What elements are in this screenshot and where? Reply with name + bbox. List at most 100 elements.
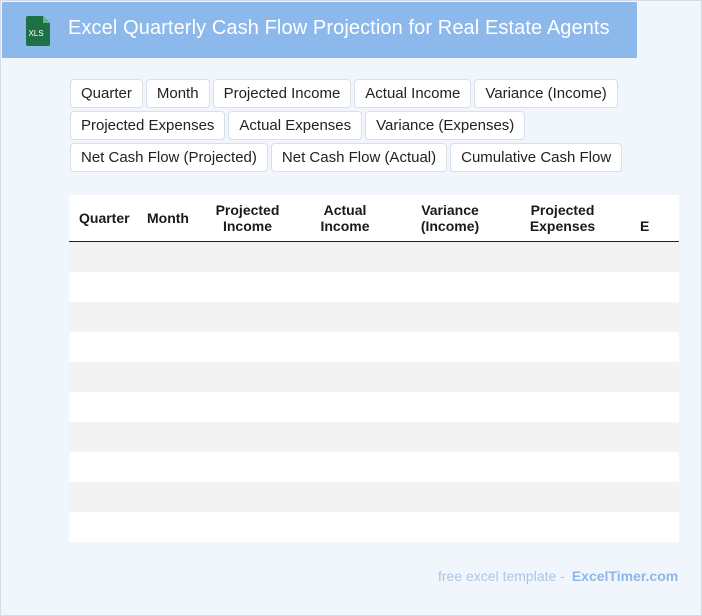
table-row: [69, 392, 679, 422]
column-chip[interactable]: Net Cash Flow (Actual): [270, 143, 448, 172]
table-cell[interactable]: [640, 482, 679, 512]
table-cell[interactable]: [300, 512, 410, 542]
table-cell[interactable]: [69, 302, 137, 332]
table-cell[interactable]: [410, 362, 515, 392]
table-cell[interactable]: [640, 392, 679, 422]
table-cell[interactable]: [515, 482, 640, 512]
table-cell[interactable]: [200, 422, 300, 452]
column-chip-list: Quarter Month Projected Income Actual Incom…: [70, 79, 670, 175]
table-cell[interactable]: [69, 392, 137, 422]
table-cell[interactable]: [515, 362, 640, 392]
table-cell[interactable]: [137, 512, 200, 542]
table-cell[interactable]: [300, 422, 410, 452]
column-chip[interactable]: Month: [145, 79, 210, 108]
table-cell[interactable]: [300, 452, 410, 482]
table-cell[interactable]: [69, 272, 137, 302]
table-cell[interactable]: [69, 482, 137, 512]
table-cell[interactable]: [137, 272, 200, 302]
table-cell[interactable]: [410, 512, 515, 542]
table-cell[interactable]: [200, 302, 300, 332]
column-chip[interactable]: Actual Expenses: [228, 111, 363, 140]
table-cell[interactable]: [200, 452, 300, 482]
table-header-row: Quarter Month Projected Income Actual Income V…: [69, 195, 679, 242]
column-header-line2: Expenses: [529, 218, 596, 234]
table-cell[interactable]: [410, 241, 515, 272]
table-cell[interactable]: [69, 422, 137, 452]
column-chip[interactable]: Variance (Expenses): [365, 111, 526, 140]
table-cell[interactable]: [640, 241, 679, 272]
table-cell[interactable]: [200, 362, 300, 392]
table-row: [69, 422, 679, 452]
table-cell[interactable]: [300, 272, 410, 302]
table-cell[interactable]: [410, 392, 515, 422]
table-cell[interactable]: [200, 332, 300, 362]
table-cell[interactable]: [137, 332, 200, 362]
column-header: E: [640, 195, 679, 242]
column-header: Projected Income: [200, 195, 300, 242]
table-row: [69, 302, 679, 332]
table-cell[interactable]: [515, 332, 640, 362]
column-header-line2: Income: [320, 218, 370, 234]
table-cell[interactable]: [300, 302, 410, 332]
column-header-line1: Actual: [323, 202, 367, 218]
table-cell[interactable]: [300, 332, 410, 362]
column-header: Projected Expenses: [515, 195, 640, 242]
table-cell[interactable]: [640, 332, 679, 362]
footer-credit: free excel template - ExcelTimer.com: [438, 568, 678, 584]
table-cell[interactable]: [410, 332, 515, 362]
table-cell[interactable]: [410, 272, 515, 302]
table-cell[interactable]: [69, 512, 137, 542]
table-cell[interactable]: [640, 362, 679, 392]
table-cell[interactable]: [137, 241, 200, 272]
column-chip[interactable]: Actual Income: [354, 79, 472, 108]
table-cell[interactable]: [137, 392, 200, 422]
table-cell[interactable]: [200, 482, 300, 512]
table-row: [69, 452, 679, 482]
table-cell[interactable]: [200, 392, 300, 422]
table-cell[interactable]: [515, 241, 640, 272]
table-cell[interactable]: [640, 422, 679, 452]
table-cell[interactable]: [69, 452, 137, 482]
table-cell[interactable]: [640, 302, 679, 332]
chip-row: Projected Expenses Actual Expenses Varianc…: [70, 111, 670, 140]
column-chip[interactable]: Net Cash Flow (Projected): [70, 143, 268, 172]
column-chip[interactable]: Quarter: [70, 79, 143, 108]
table-cell[interactable]: [137, 302, 200, 332]
column-chip[interactable]: Variance (Income): [474, 79, 618, 108]
table-cell[interactable]: [640, 272, 679, 302]
table-cell[interactable]: [515, 302, 640, 332]
table-cell[interactable]: [69, 241, 137, 272]
table-cell[interactable]: [69, 332, 137, 362]
table-cell[interactable]: [410, 422, 515, 452]
table-cell[interactable]: [515, 392, 640, 422]
column-header: Variance (Income): [410, 195, 515, 242]
footer-brand-link[interactable]: ExcelTimer.com: [571, 568, 679, 584]
column-header-line2: Income: [222, 218, 272, 234]
table-cell[interactable]: [200, 272, 300, 302]
table-cell[interactable]: [410, 452, 515, 482]
table-cell[interactable]: [137, 422, 200, 452]
table-cell[interactable]: [515, 422, 640, 452]
table-cell[interactable]: [515, 452, 640, 482]
table-cell[interactable]: [515, 272, 640, 302]
table-cell[interactable]: [200, 512, 300, 542]
table-cell[interactable]: [640, 452, 679, 482]
table-cell[interactable]: [515, 512, 640, 542]
table-cell[interactable]: [137, 452, 200, 482]
table-cell[interactable]: [137, 362, 200, 392]
table-cell[interactable]: [300, 482, 410, 512]
column-chip[interactable]: Projected Income: [212, 79, 352, 108]
column-header: Quarter: [69, 195, 137, 242]
table-cell[interactable]: [300, 362, 410, 392]
column-chip[interactable]: Cumulative Cash Flow: [450, 143, 623, 172]
table-cell[interactable]: [410, 302, 515, 332]
table-cell[interactable]: [410, 482, 515, 512]
column-chip[interactable]: Projected Expenses: [70, 111, 226, 140]
table-cell[interactable]: [69, 362, 137, 392]
table-cell[interactable]: [300, 241, 410, 272]
table-cell[interactable]: [200, 241, 300, 272]
table-cell[interactable]: [640, 512, 679, 542]
table-row: [69, 272, 679, 302]
table-cell[interactable]: [137, 482, 200, 512]
table-cell[interactable]: [300, 392, 410, 422]
